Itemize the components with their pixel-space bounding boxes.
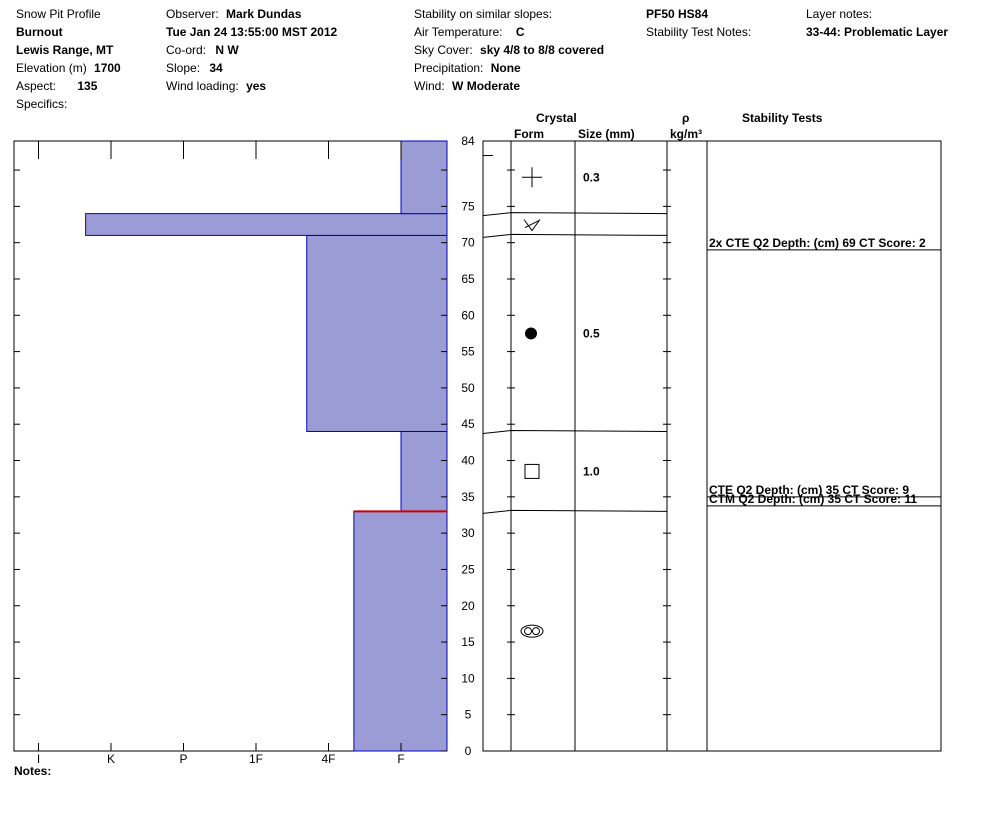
wind-row: Wind: W Moderate — [414, 79, 520, 93]
layer-boundary-71 — [482, 233, 668, 238]
layer-notes-value: 33-44: Problematic Layer — [806, 25, 949, 39]
wind-label: Wind: — [414, 79, 445, 93]
precip-label: Precipitation: — [414, 61, 484, 75]
air-temp-value: C — [515, 25, 525, 39]
stability-test-label-2: CTM Q2 Depth: (cm) 35 CT Score: 11 — [709, 492, 917, 506]
depth-tick-label-60: 60 — [461, 308, 475, 322]
crystal-form-rounded-outline — [520, 624, 544, 638]
sky-row: Sky Cover: sky 4/8 to 8/8 covered — [414, 43, 604, 57]
hardness-tick-label-0: I — [37, 752, 40, 766]
depth-tick-label-10: 10 — [461, 671, 475, 685]
observer-row: Observer: Mark Dundas — [166, 7, 301, 21]
depth-tick-label-25: 25 — [461, 562, 475, 576]
aspect-row: Aspect: 135 — [16, 79, 97, 93]
depth-tick-label-75: 75 — [461, 199, 475, 213]
observer-value: Mark Dundas — [226, 7, 302, 21]
elevation-value: 1700 — [94, 61, 121, 75]
form-header: Form — [514, 127, 544, 141]
hardness-bar-0 — [353, 510, 448, 752]
aspect-label: Aspect: — [16, 79, 57, 93]
depth-tick-label-40: 40 — [461, 454, 475, 468]
crystal-size-2: 0.5 — [583, 326, 600, 340]
depth-tick-label-35: 35 — [461, 490, 475, 504]
crystal-size-1: 1.0 — [583, 464, 600, 478]
hardness-bar-4 — [400, 140, 448, 215]
hardness-tick-label-5: F — [397, 752, 404, 766]
stability-tests-header: Stability Tests — [742, 111, 823, 125]
layer-boundary-33 — [482, 509, 668, 514]
range-name: Lewis Range, MT — [16, 43, 114, 57]
depth-tick-label-5: 5 — [465, 708, 472, 722]
stability-notes-label: Stability Test Notes: — [646, 25, 752, 39]
wind-value: W Moderate — [452, 79, 521, 93]
pf-hs-value: PF50 HS84 — [646, 7, 709, 21]
elevation-label: Elevation (m) — [16, 61, 87, 75]
air-temp-label: Air Temperature: — [414, 25, 503, 39]
wind-loading-row: Wind loading: yes — [166, 79, 266, 93]
sky-label: Sky Cover: — [414, 43, 473, 57]
depth-tick-label-55: 55 — [461, 345, 475, 359]
depth-tick-label-0: 0 — [465, 744, 472, 758]
crystal-form-rounded-left — [524, 627, 532, 636]
notes-label: Notes: — [14, 764, 52, 778]
stability-similar-label: Stability on similar slopes: — [414, 7, 553, 21]
rho-header: ρ — [682, 111, 690, 125]
depth-tick-label-20: 20 — [461, 599, 475, 613]
crystal-form-surface-hoar-bar — [524, 220, 540, 228]
coord-value: N W — [215, 43, 239, 57]
precip-value: None — [490, 61, 521, 75]
hardness-tick-label-3: 1F — [249, 752, 263, 766]
profile-title: Snow Pit Profile — [16, 7, 101, 21]
hardness-bar-2 — [306, 234, 448, 432]
hardness-tick-label-4: 4F — [321, 752, 335, 766]
crystal-header: Crystal — [536, 111, 577, 125]
aspect-value: 135 — [77, 79, 98, 93]
elevation-row: Elevation (m) 1700 — [16, 61, 121, 75]
layer-boundary-74 — [482, 212, 668, 217]
crystal-size-4: 0.3 — [583, 170, 600, 184]
depth-tick-label-15: 15 — [461, 635, 475, 649]
observation-datetime: Tue Jan 24 13:55:00 MST 2012 — [166, 25, 338, 39]
hardness-bar-3 — [85, 213, 448, 236]
depth-tick-label-70: 70 — [461, 236, 475, 250]
wind-loading-value: yes — [246, 79, 267, 93]
density-unit-header: kg/m³ — [670, 127, 703, 141]
slope-label: Slope: — [166, 61, 201, 75]
layer-notes-label: Layer notes: — [806, 7, 873, 21]
crystal-form-rounded-right — [532, 627, 540, 636]
hardness-bar-1 — [400, 430, 448, 512]
depth-tick-label-45: 45 — [461, 417, 475, 431]
stability-test-label-1: CTE Q2 Depth: (cm) 35 CT Score: 9 — [709, 483, 909, 497]
stability-test-label-0: 2x CTE Q2 Depth: (cm) 69 CT Score: 2 — [709, 236, 926, 250]
coord-label: Co-ord: — [166, 43, 207, 57]
crystal-form-graupel-icon — [525, 327, 537, 340]
location-name: Burnout — [16, 25, 63, 39]
hardness-tick-label-2: P — [179, 752, 187, 766]
slope-row: Slope: 34 — [166, 61, 223, 75]
layer-boundary-44 — [482, 429, 668, 434]
precip-row: Precipitation: None — [414, 61, 521, 75]
crystal-form-faceted-icon — [524, 463, 540, 479]
size-header: Size (mm) — [578, 127, 635, 141]
coord-row: Co-ord: N W — [166, 43, 239, 57]
depth-tick-label-84: 84 — [461, 134, 475, 148]
crystal-form-surface-hoar-v — [523, 219, 541, 232]
observer-label: Observer: — [166, 7, 219, 21]
depth-tick-label-50: 50 — [461, 381, 475, 395]
hardness-tick-label-1: K — [107, 752, 115, 766]
sky-value: sky 4/8 to 8/8 covered — [480, 43, 605, 57]
slope-value: 34 — [209, 61, 223, 75]
wind-loading-label: Wind loading: — [166, 79, 239, 93]
layer-table-frame — [482, 140, 942, 752]
specifics-label: Specifics: — [16, 97, 68, 111]
depth-tick-label-65: 65 — [461, 272, 475, 286]
air-temp-row: Air Temperature: C — [414, 25, 525, 39]
depth-tick-label-30: 30 — [461, 526, 475, 540]
